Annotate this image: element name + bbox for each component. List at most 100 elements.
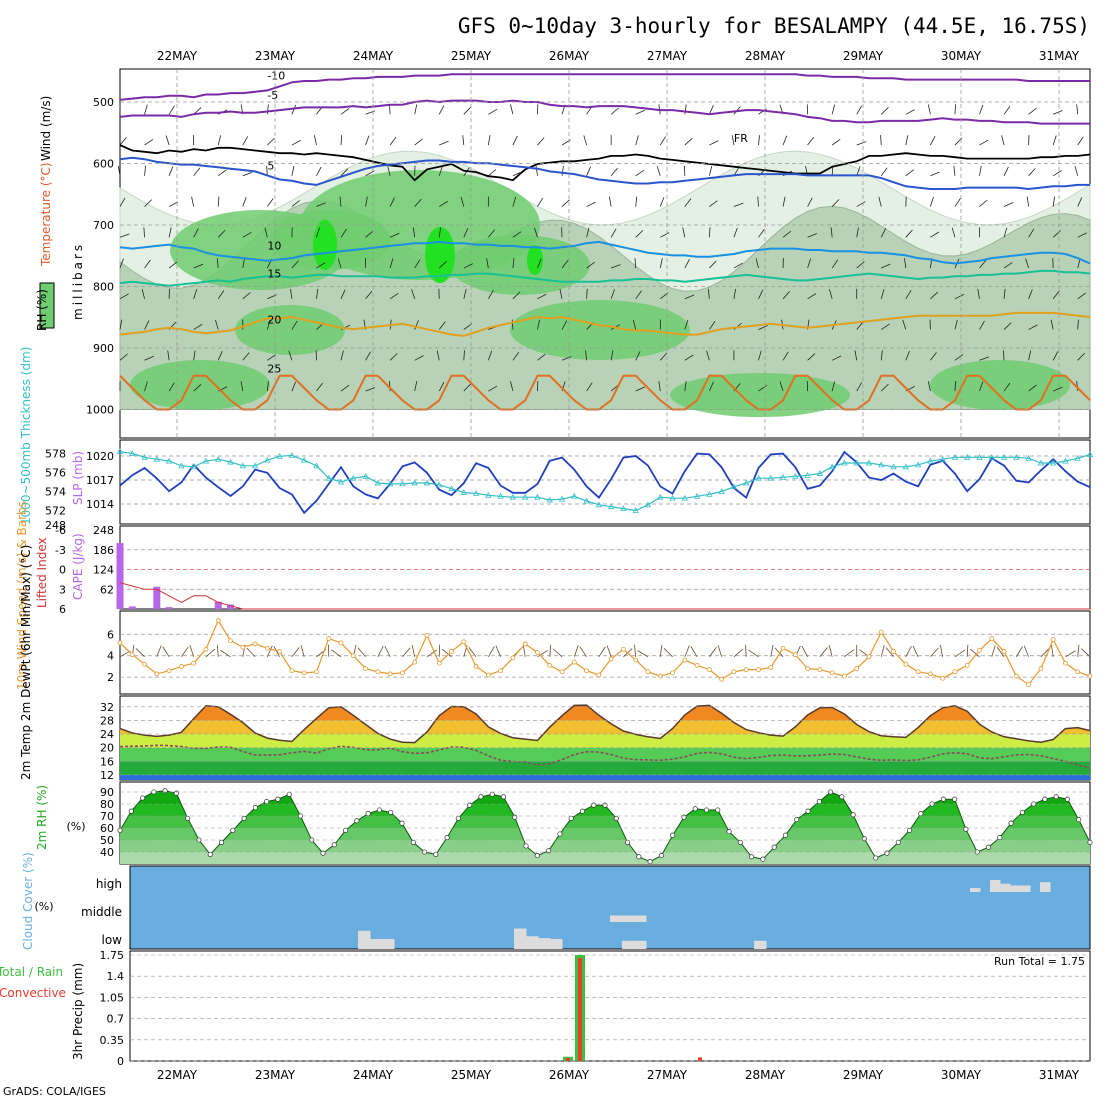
- isotherm-line: [119, 73, 1090, 101]
- wind10-barb: [377, 645, 384, 657]
- wind-barb: [242, 136, 249, 146]
- wind-barb: [487, 135, 491, 146]
- wind10-barb: [1051, 644, 1054, 657]
- wind-barb: [1028, 289, 1033, 299]
- rh-marker: [816, 799, 822, 805]
- top-date-label: 27MAY: [647, 49, 688, 63]
- lifted-index-tick: -6: [55, 524, 66, 537]
- wind-barb: [414, 320, 419, 330]
- wind-barb: [537, 293, 547, 300]
- wind-barb: [831, 381, 835, 392]
- wind-barb: [512, 135, 518, 146]
- wind10-barb: [690, 646, 698, 657]
- wind-barb: [290, 288, 293, 299]
- wind-barb: [1076, 381, 1079, 392]
- wind-barb: [1052, 196, 1055, 207]
- wind10-barb: [579, 646, 587, 658]
- wind10-marker: [387, 671, 393, 677]
- wind-barb: [414, 355, 424, 361]
- bottom-date-label: 24MAY: [353, 1068, 394, 1082]
- wind10-marker: [927, 671, 933, 677]
- wind-barb: [977, 288, 980, 299]
- wind-barb: [807, 293, 817, 300]
- wind-barb: [709, 321, 716, 330]
- rh-band-70: [670, 373, 850, 417]
- wind-barb: [807, 136, 815, 146]
- wind10-panel: 2 4 6 10m Wind Speed (m/s) & Barbs: [15, 501, 1093, 695]
- wind-barb: [313, 135, 317, 146]
- rh-marker: [1042, 796, 1048, 802]
- wind-barb: [1052, 351, 1059, 361]
- thickness-marker: [497, 492, 504, 499]
- wind10-barb: [220, 649, 231, 658]
- rh-marker: [162, 788, 168, 794]
- wind-barb: [144, 104, 148, 115]
- rh-marker: [963, 826, 969, 832]
- cloud-bar: [1040, 882, 1051, 892]
- thickness-marker: [300, 456, 308, 463]
- wind10-marker: [129, 652, 135, 658]
- wind-barb: [979, 104, 984, 115]
- rh-marker: [275, 796, 281, 802]
- wind-barb: [708, 227, 711, 238]
- wind-barb: [905, 350, 910, 361]
- rh-marker: [140, 795, 146, 801]
- rh-marker: [365, 811, 371, 817]
- wind-barb: [193, 350, 196, 361]
- millibars-label: millibars: [71, 242, 85, 320]
- isotherm-line: [119, 144, 1091, 182]
- wind-barb: [586, 288, 588, 299]
- rh-marker: [286, 791, 292, 797]
- wind-barb: [119, 137, 127, 146]
- wind-barb: [831, 355, 842, 361]
- wind10-barb: [996, 646, 1005, 658]
- rh-marker: [850, 812, 856, 818]
- wind10-barb: [930, 647, 939, 658]
- wind10-barb: [828, 645, 833, 657]
- bottom-date-label: 22MAY: [157, 1068, 198, 1082]
- rh-marker: [591, 802, 597, 808]
- precip-tick: 0.7: [107, 1013, 125, 1026]
- wind10-marker: [424, 632, 430, 638]
- isotherm-label: FR: [734, 132, 748, 145]
- pressure-tick: 1000: [86, 404, 114, 417]
- wind10-marker: [805, 666, 810, 671]
- wind-barb: [168, 261, 178, 269]
- precip-grid: 0 0.35 0.7 1.05 1.4 1.75: [100, 949, 1090, 1068]
- wind10-marker: [449, 649, 454, 654]
- cloud-bar: [754, 940, 767, 949]
- slp-series: [116, 448, 1094, 515]
- wind10-axis-label: 10m Wind Speed (m/s) & Barbs: [15, 501, 29, 690]
- pressure-tick: 600: [93, 158, 114, 171]
- wind10-marker: [657, 673, 663, 679]
- lifted-index-tick: -3: [55, 544, 66, 557]
- wind-barb: [979, 199, 988, 207]
- wind-barb: [488, 385, 498, 392]
- bottom-date-label: 31MAY: [1039, 1068, 1080, 1082]
- wind10-marker: [314, 669, 319, 675]
- wind-barb: [365, 290, 373, 300]
- cloud-bar: [538, 938, 551, 949]
- pressure-tick: 800: [93, 281, 114, 294]
- rh-marker: [128, 808, 134, 814]
- cloud-bar: [514, 928, 527, 949]
- wind-barb: [267, 137, 275, 146]
- rh-marker: [568, 815, 574, 821]
- wind-barb: [807, 233, 818, 238]
- wind10-marker: [989, 636, 995, 641]
- wind-barb: [758, 135, 760, 146]
- rh-marker: [185, 815, 191, 821]
- wind-barb: [439, 200, 448, 207]
- wind10-barb: [709, 646, 717, 658]
- precip-tick: 1.75: [100, 949, 125, 962]
- wind-barb: [684, 294, 695, 300]
- thickness-marker: [190, 463, 197, 470]
- wind-barb: [316, 262, 326, 269]
- wind10-marker: [596, 672, 602, 678]
- top-date-label: 28MAY: [745, 49, 786, 63]
- wind-barb: [1053, 386, 1063, 392]
- wind-barb: [1052, 135, 1057, 146]
- cloud-series: high middle low (%): [34, 877, 1051, 949]
- wind-barb: [905, 169, 914, 177]
